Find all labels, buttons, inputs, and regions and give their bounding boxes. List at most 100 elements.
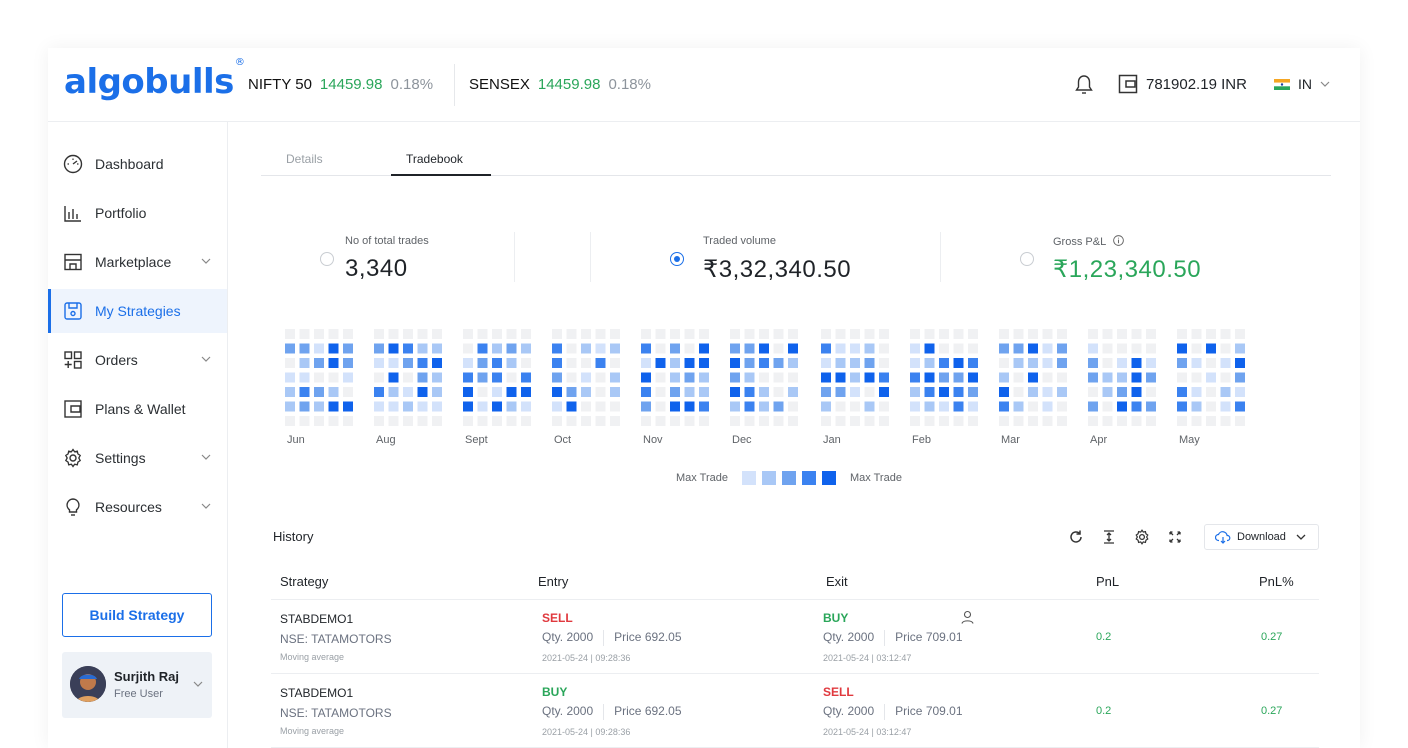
heatmap-cell[interactable] <box>521 358 531 368</box>
heatmap-cell[interactable] <box>910 401 920 412</box>
heatmap-cell[interactable] <box>1057 416 1067 426</box>
heatmap-cell[interactable] <box>821 329 831 339</box>
heatmap-cell[interactable] <box>744 401 755 412</box>
heatmap-cell[interactable] <box>953 343 964 354</box>
heatmap-cell[interactable] <box>759 343 769 354</box>
heatmap-cell[interactable] <box>1088 387 1098 397</box>
heatmap-cell[interactable] <box>641 329 651 339</box>
heatmap-cell[interactable] <box>1013 401 1024 412</box>
heatmap-cell[interactable] <box>506 387 517 397</box>
heatmap-cell[interactable] <box>641 358 651 368</box>
heatmap-cell[interactable] <box>506 401 517 412</box>
heatmap-cell[interactable] <box>477 401 488 412</box>
heatmap-cell[interactable] <box>910 343 920 354</box>
heatmap-cell[interactable] <box>432 329 442 339</box>
heatmap-cell[interactable] <box>910 358 920 368</box>
heatmap-cell[interactable] <box>773 416 784 426</box>
heatmap-cell[interactable] <box>968 358 978 368</box>
heatmap-cell[interactable] <box>1057 343 1067 354</box>
heatmap-cell[interactable] <box>566 329 577 339</box>
wallet-balance[interactable]: 781902.19 INR <box>1118 74 1247 94</box>
heatmap-cell[interactable] <box>773 372 784 383</box>
heatmap-cell[interactable] <box>1042 358 1053 368</box>
heatmap-cell[interactable] <box>655 401 666 412</box>
heatmap-cell[interactable] <box>1235 329 1245 339</box>
heatmap-cell[interactable] <box>1042 387 1053 397</box>
heatmap-cell[interactable] <box>968 401 978 412</box>
heatmap-cell[interactable] <box>1146 416 1156 426</box>
user-profile[interactable]: Surjith Raj Free User <box>62 652 212 718</box>
heatmap-cell[interactable] <box>1088 401 1098 412</box>
heatmap-cell[interactable] <box>864 372 875 383</box>
heatmap-cell[interactable] <box>521 401 531 412</box>
heatmap-cell[interactable] <box>821 358 831 368</box>
heatmap-cell[interactable] <box>432 343 442 354</box>
heatmap-cell[interactable] <box>670 372 680 383</box>
column-header-exit[interactable]: Exit <box>826 574 848 589</box>
heatmap-cell[interactable] <box>850 329 860 339</box>
heatmap-cell[interactable] <box>492 416 502 426</box>
heatmap-cell[interactable] <box>641 401 651 412</box>
heatmap-cell[interactable] <box>552 329 562 339</box>
heatmap-cell[interactable] <box>924 416 935 426</box>
heatmap-cell[interactable] <box>552 416 562 426</box>
heatmap-cell[interactable] <box>595 401 606 412</box>
heatmap-cell[interactable] <box>374 416 384 426</box>
heatmap-cell[interactable] <box>821 387 831 397</box>
heatmap-cell[interactable] <box>506 358 517 368</box>
heatmap-cell[interactable] <box>939 358 949 368</box>
heatmap-cell[interactable] <box>999 329 1009 339</box>
heatmap-cell[interactable] <box>1028 401 1038 412</box>
heatmap-cell[interactable] <box>939 401 949 412</box>
heatmap-cell[interactable] <box>835 358 846 368</box>
heatmap-cell[interactable] <box>879 387 889 397</box>
stat-radio[interactable] <box>1020 252 1034 266</box>
heatmap-cell[interactable] <box>285 387 295 397</box>
heatmap-cell[interactable] <box>953 387 964 397</box>
tab-details[interactable]: Details <box>286 152 323 166</box>
heatmap-cell[interactable] <box>1013 358 1024 368</box>
heatmap-cell[interactable] <box>1131 372 1142 383</box>
heatmap-cell[interactable] <box>1235 416 1245 426</box>
heatmap-cell[interactable] <box>610 343 620 354</box>
heatmap-cell[interactable] <box>1131 343 1142 354</box>
heatmap-cell[interactable] <box>953 416 964 426</box>
heatmap-cell[interactable] <box>610 401 620 412</box>
heatmap-cell[interactable] <box>314 387 324 397</box>
heatmap-cell[interactable] <box>328 416 339 426</box>
heatmap-cell[interactable] <box>328 401 339 412</box>
column-header-pnl[interactable]: PnL <box>1096 574 1120 589</box>
heatmap-cell[interactable] <box>1131 358 1142 368</box>
heatmap-cell[interactable] <box>835 416 846 426</box>
heatmap-cell[interactable] <box>864 358 875 368</box>
heatmap-cell[interactable] <box>521 372 531 383</box>
heatmap-cell[interactable] <box>285 343 295 354</box>
heatmap-cell[interactable] <box>684 358 695 368</box>
tab-tradebook[interactable]: Tradebook <box>406 152 463 166</box>
column-header-pnl-percent[interactable]: PnL% <box>1259 574 1294 589</box>
heatmap-cell[interactable] <box>285 372 295 383</box>
heatmap-cell[interactable] <box>788 372 798 383</box>
heatmap-cell[interactable] <box>492 401 502 412</box>
heatmap-cell[interactable] <box>968 329 978 339</box>
heatmap-cell[interactable] <box>314 401 324 412</box>
heatmap-cell[interactable] <box>552 372 562 383</box>
heatmap-cell[interactable] <box>1042 372 1053 383</box>
heatmap-cell[interactable] <box>581 329 591 339</box>
heatmap-cell[interactable] <box>403 343 413 354</box>
heatmap-cell[interactable] <box>552 401 562 412</box>
heatmap-cell[interactable] <box>521 416 531 426</box>
heatmap-cell[interactable] <box>388 387 399 397</box>
heatmap-cell[interactable] <box>699 358 709 368</box>
heatmap-cell[interactable] <box>314 416 324 426</box>
heatmap-cell[interactable] <box>566 358 577 368</box>
heatmap-cell[interactable] <box>432 372 442 383</box>
heatmap-cell[interactable] <box>1102 372 1113 383</box>
heatmap-cell[interactable] <box>1220 343 1231 354</box>
heatmap-cell[interactable] <box>684 343 695 354</box>
heatmap-cell[interactable] <box>432 358 442 368</box>
heatmap-cell[interactable] <box>463 401 473 412</box>
heatmap-cell[interactable] <box>388 343 399 354</box>
heatmap-cell[interactable] <box>699 343 709 354</box>
heatmap-cell[interactable] <box>492 387 502 397</box>
